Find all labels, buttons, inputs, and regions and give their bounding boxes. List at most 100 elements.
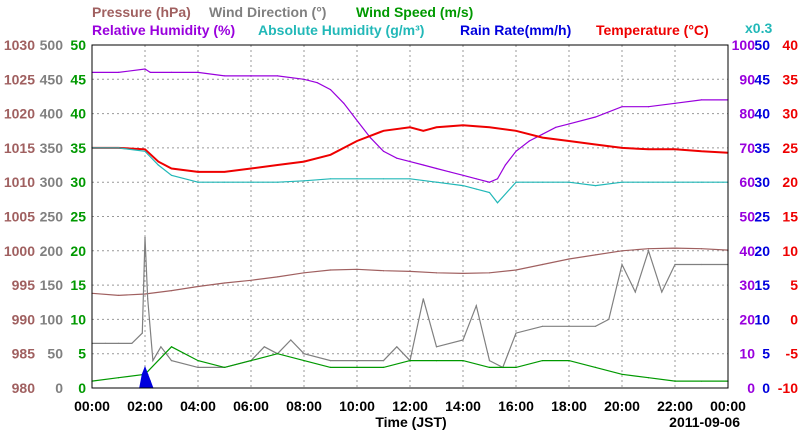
data-point-absolute-humidity [462, 185, 464, 187]
data-point-temperature [276, 164, 279, 166]
data-point-absolute-humidity [594, 185, 597, 187]
data-point-relative-humidity [435, 167, 438, 170]
data-point-wind-direction [488, 360, 491, 362]
data-point-temperature [356, 140, 358, 142]
data-point-absolute-humidity [303, 180, 305, 182]
data-point-wind-direction [608, 318, 610, 320]
data-point-relative-humidity [250, 75, 252, 77]
data-point-absolute-humidity [223, 181, 226, 183]
data-point-wind-speed [329, 366, 332, 368]
tick-label-relative-humidity: 100 [732, 37, 756, 53]
data-point-wind-speed [382, 366, 385, 368]
tick-label-rain-rate: 45 [754, 71, 770, 87]
data-point-wind-direction [144, 236, 146, 238]
data-point-relative-humidity [149, 71, 151, 73]
data-point-temperature [303, 161, 305, 163]
data-point-absolute-humidity [356, 178, 358, 180]
data-point-wind-direction [152, 360, 154, 362]
tick-label-wind-direction: 350 [40, 140, 64, 156]
data-point-wind-speed [223, 366, 226, 368]
data-point-wind-speed [170, 346, 173, 348]
data-point-wind-direction [356, 360, 358, 362]
data-point-wind-direction [170, 360, 173, 362]
data-point-temperature [621, 147, 623, 149]
tick-label-temperature: 25 [782, 140, 798, 156]
data-point-relative-humidity [343, 102, 345, 104]
tick-label-relative-humidity: 30 [739, 277, 755, 293]
x-tick-label: 04:00 [180, 398, 216, 414]
data-point-absolute-humidity [700, 181, 703, 183]
data-point-wind-direction [303, 353, 305, 355]
legend-pressure: Pressure (hPa) [92, 4, 191, 20]
x-tick-label: 12:00 [392, 398, 428, 414]
tick-label-pressure: 980 [12, 380, 36, 396]
data-point-relative-humidity [396, 157, 398, 159]
data-point-temperature [674, 148, 676, 150]
data-point-rain-rate [149, 380, 151, 382]
tick-label-temperature: 15 [782, 209, 798, 225]
data-point-wind-direction [647, 250, 650, 252]
data-point-temperature [382, 130, 385, 132]
data-point-wind-direction [475, 305, 477, 307]
data-point-pressure [462, 272, 464, 274]
data-point-absolute-humidity [382, 178, 385, 180]
tick-label-relative-humidity: 0 [747, 380, 755, 396]
data-point-absolute-humidity [541, 181, 544, 183]
data-point-wind-speed [356, 366, 358, 368]
data-point-relative-humidity [488, 181, 491, 183]
data-point-wind-direction [197, 366, 199, 368]
tick-label-rain-rate: 15 [754, 277, 770, 293]
data-point-wind-speed [568, 360, 570, 362]
data-point-relative-humidity [555, 126, 557, 128]
data-point-relative-humidity [144, 68, 146, 70]
data-point-wind-speed [462, 360, 464, 362]
data-point-rain-rate [144, 366, 146, 368]
tick-label-relative-humidity: 50 [739, 209, 755, 225]
data-point-wind-speed [515, 366, 517, 368]
data-point-wind-speed [674, 380, 676, 382]
tick-label-wind-speed: 15 [70, 277, 86, 293]
tick-label-wind-direction: 150 [40, 277, 64, 293]
data-point-wind-speed [117, 377, 120, 379]
absolute-humidity-scale: x0.3 [745, 20, 772, 36]
data-point-relative-humidity [674, 102, 676, 104]
data-point-temperature [462, 124, 464, 126]
tick-label-rain-rate: 5 [762, 346, 770, 362]
data-point-relative-humidity [303, 78, 305, 80]
plot-border [91, 44, 729, 389]
data-point-wind-direction [382, 360, 385, 362]
tick-label-relative-humidity: 60 [739, 174, 755, 190]
data-point-wind-direction [435, 346, 438, 348]
data-point-temperature [157, 161, 159, 163]
data-point-relative-humidity [449, 171, 451, 173]
x-axis-label: Time (JST) [375, 414, 446, 430]
x-tick-label: 14:00 [445, 398, 481, 414]
data-point-wind-direction [117, 342, 120, 344]
data-point-wind-speed [700, 380, 703, 382]
tick-label-pressure: 990 [12, 311, 36, 327]
data-point-pressure [541, 263, 544, 266]
data-point-absolute-humidity [674, 181, 676, 183]
data-point-wind-direction [541, 325, 544, 327]
data-point-wind-direction [290, 339, 292, 341]
data-point-wind-speed [541, 360, 544, 362]
tick-label-rain-rate: 0 [762, 380, 770, 396]
tick-label-temperature: 35 [782, 71, 798, 87]
x-tick-label: 22:00 [657, 398, 693, 414]
data-point-pressure [621, 250, 623, 252]
data-point-pressure [117, 294, 120, 296]
series-absolute-humidity [92, 147, 728, 204]
tick-label-wind-speed: 10 [70, 311, 86, 327]
data-point-wind-speed [647, 377, 650, 379]
tick-label-pressure: 995 [12, 277, 36, 293]
data-point-temperature [422, 130, 424, 132]
data-point-wind-direction [147, 298, 149, 300]
tick-label-temperature: 20 [782, 174, 798, 190]
tick-label-relative-humidity: 40 [739, 243, 755, 259]
data-point-relative-humidity [700, 99, 703, 101]
data-point-relative-humidity [170, 71, 173, 73]
tick-label-wind-direction: 250 [40, 209, 64, 225]
data-point-pressure [329, 269, 332, 271]
tick-label-wind-direction: 0 [55, 380, 63, 396]
